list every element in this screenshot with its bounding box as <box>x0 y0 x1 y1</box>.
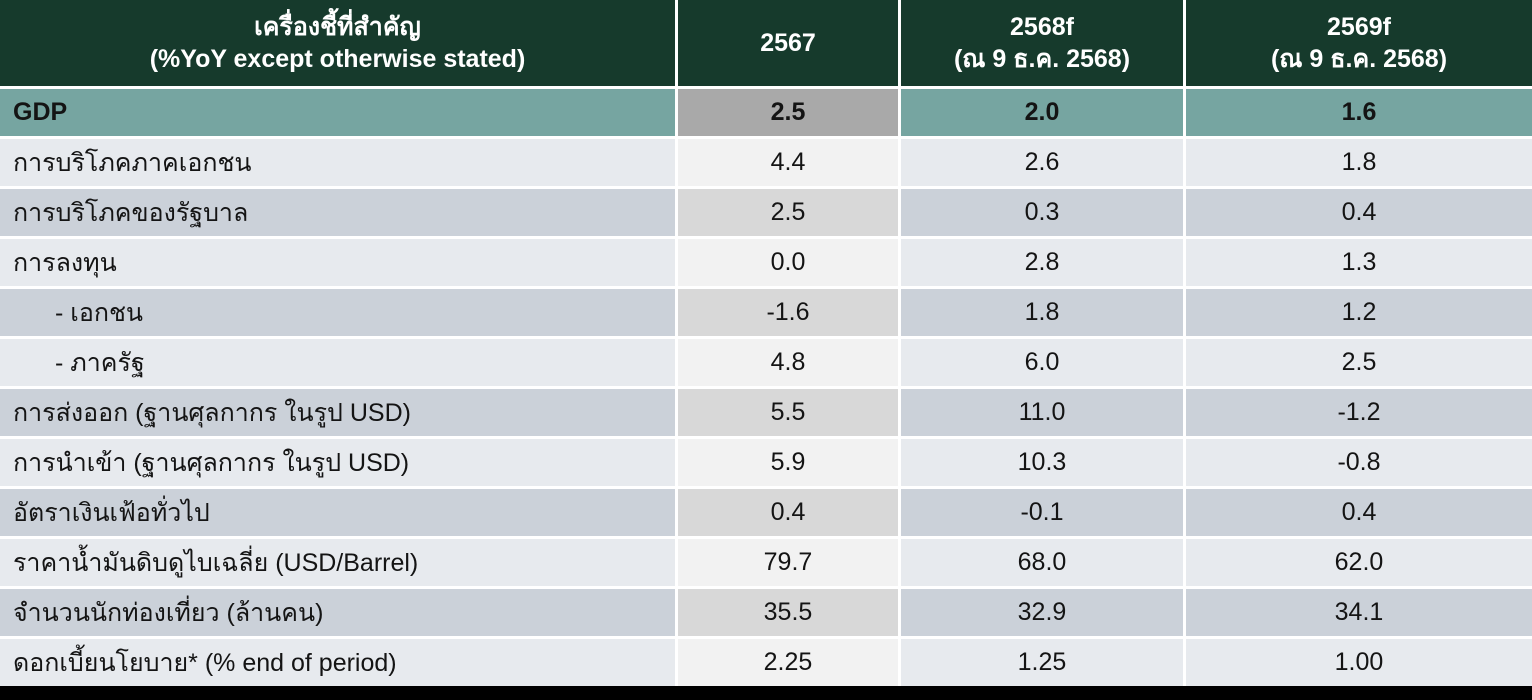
header-col-2567-label: 2567 <box>760 28 816 57</box>
value-2567: 4.8 <box>678 339 898 386</box>
value-2569f: 1.8 <box>1186 139 1532 186</box>
header-col-2568f: 2568f (ณ 9 ธ.ค. 2568) <box>901 0 1183 86</box>
table-row: ราคาน้ำมันดิบดูไบเฉลี่ย (USD/Barrel) 79.… <box>0 539 1532 586</box>
value-2569f: -0.8 <box>1186 439 1532 486</box>
table-row: - เอกชน -1.6 1.8 1.2 <box>0 289 1532 336</box>
value-2568f: 2.6 <box>901 139 1183 186</box>
value-2568f: 2.8 <box>901 239 1183 286</box>
value-2569f: 34.1 <box>1186 589 1532 636</box>
row-label: - ภาครัฐ <box>0 339 675 386</box>
value-2567: 2.25 <box>678 639 898 686</box>
table-row: การนำเข้า (ฐานศุลกากร ในรูป USD) 5.9 10.… <box>0 439 1532 486</box>
table-row: GDP 2.5 2.0 1.6 <box>0 89 1532 136</box>
value-2569f: 0.4 <box>1186 189 1532 236</box>
value-2567: 35.5 <box>678 589 898 636</box>
value-2567: 5.5 <box>678 389 898 436</box>
value-2567: 2.5 <box>678 189 898 236</box>
table-row: การบริโภคภาคเอกชน 4.4 2.6 1.8 <box>0 139 1532 186</box>
bottom-bar <box>0 686 1532 700</box>
table-row: อัตราเงินเฟ้อทั่วไป 0.4 -0.1 0.4 <box>0 489 1532 536</box>
header-indicator-cell: เครื่องชี้ที่สำคัญ (%YoY except otherwis… <box>0 0 675 86</box>
value-2569f: 2.5 <box>1186 339 1532 386</box>
table-row: การลงทุน 0.0 2.8 1.3 <box>0 239 1532 286</box>
row-label: อัตราเงินเฟ้อทั่วไป <box>0 489 675 536</box>
value-2568f: 6.0 <box>901 339 1183 386</box>
value-2569f: 0.4 <box>1186 489 1532 536</box>
row-label: การบริโภคของรัฐบาล <box>0 189 675 236</box>
value-2569f: -1.2 <box>1186 389 1532 436</box>
value-2568f: 68.0 <box>901 539 1183 586</box>
value-2568f: 2.0 <box>901 89 1183 136</box>
value-2568f: 10.3 <box>901 439 1183 486</box>
table-row: การส่งออก (ฐานศุลกากร ในรูป USD) 5.5 11.… <box>0 389 1532 436</box>
row-label: การลงทุน <box>0 239 675 286</box>
row-label: จำนวนนักท่องเที่ยว (ล้านคน) <box>0 589 675 636</box>
value-2567: 4.4 <box>678 139 898 186</box>
value-2569f: 1.2 <box>1186 289 1532 336</box>
value-2568f: 1.8 <box>901 289 1183 336</box>
header-col-2567: 2567 <box>678 0 898 86</box>
header-col-2569f: 2569f (ณ 9 ธ.ค. 2568) <box>1186 0 1532 86</box>
header-indicator-title: เครื่องชี้ที่สำคัญ <box>254 12 421 41</box>
value-2567: 5.9 <box>678 439 898 486</box>
value-2569f: 1.00 <box>1186 639 1532 686</box>
row-label: ดอกเบี้ยนโยบาย* (% end of period) <box>0 639 675 686</box>
value-2568f: -0.1 <box>901 489 1183 536</box>
value-2569f: 1.6 <box>1186 89 1532 136</box>
table-row: การบริโภคของรัฐบาล 2.5 0.3 0.4 <box>0 189 1532 236</box>
table-row: ดอกเบี้ยนโยบาย* (% end of period) 2.25 1… <box>0 639 1532 686</box>
row-label: การส่งออก (ฐานศุลกากร ในรูป USD) <box>0 389 675 436</box>
row-label: - เอกชน <box>0 289 675 336</box>
value-2568f: 11.0 <box>901 389 1183 436</box>
table-row: - ภาครัฐ 4.8 6.0 2.5 <box>0 339 1532 386</box>
value-2568f: 1.25 <box>901 639 1183 686</box>
value-2567: 2.5 <box>678 89 898 136</box>
header-col-2569f-label: 2569f <box>1327 12 1391 41</box>
value-2569f: 1.3 <box>1186 239 1532 286</box>
value-2569f: 62.0 <box>1186 539 1532 586</box>
value-2567: 79.7 <box>678 539 898 586</box>
header-col-2568f-sub: (ณ 9 ธ.ค. 2568) <box>953 45 1131 73</box>
row-label: GDP <box>0 89 675 136</box>
header-col-2568f-label: 2568f <box>1010 12 1074 41</box>
table-row: จำนวนนักท่องเที่ยว (ล้านคน) 35.5 32.9 34… <box>0 589 1532 636</box>
value-2567: 0.4 <box>678 489 898 536</box>
row-label: ราคาน้ำมันดิบดูไบเฉลี่ย (USD/Barrel) <box>0 539 675 586</box>
value-2567: 0.0 <box>678 239 898 286</box>
value-2567: -1.6 <box>678 289 898 336</box>
table-header-row: เครื่องชี้ที่สำคัญ (%YoY except otherwis… <box>0 0 1532 86</box>
row-label: การนำเข้า (ฐานศุลกากร ในรูป USD) <box>0 439 675 486</box>
row-label: การบริโภคภาคเอกชน <box>0 139 675 186</box>
value-2568f: 32.9 <box>901 589 1183 636</box>
header-indicator-subtitle: (%YoY except otherwise stated) <box>149 45 526 73</box>
header-col-2569f-sub: (ณ 9 ธ.ค. 2568) <box>1270 45 1448 73</box>
table-body: GDP 2.5 2.0 1.6 การบริโภคภาคเอกชน 4.4 2.… <box>0 86 1532 686</box>
value-2568f: 0.3 <box>901 189 1183 236</box>
